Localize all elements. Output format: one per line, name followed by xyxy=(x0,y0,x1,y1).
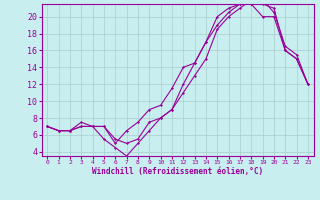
X-axis label: Windchill (Refroidissement éolien,°C): Windchill (Refroidissement éolien,°C) xyxy=(92,167,263,176)
